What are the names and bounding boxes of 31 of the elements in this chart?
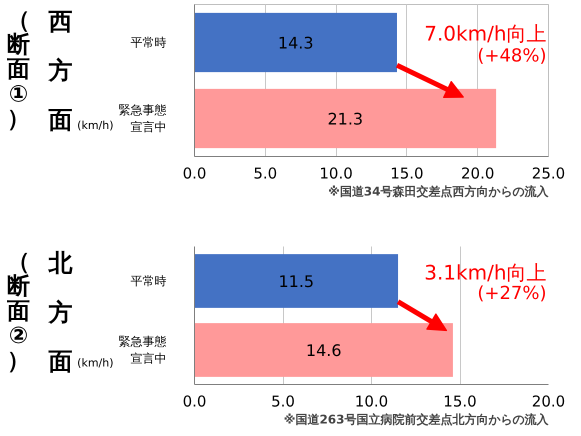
data-label: 11.5 bbox=[278, 272, 314, 291]
text: （断面②） bbox=[6, 249, 30, 374]
text: 北方面 bbox=[48, 249, 74, 376]
text: （断面①） bbox=[6, 7, 30, 132]
x-tick-label: 5.0 bbox=[271, 392, 295, 410]
text: 西方面 bbox=[48, 7, 72, 134]
x-tick-label: 20.0 bbox=[461, 164, 494, 182]
x-tick-label: 25.0 bbox=[532, 164, 566, 182]
annotation: 7.0km/h向上 bbox=[424, 21, 547, 46]
data-label: 21.3 bbox=[327, 110, 364, 128]
x-tick-label: 15.0 bbox=[443, 392, 477, 410]
x-tick-label: 5.0 bbox=[253, 164, 278, 182]
annotation: (+27%) bbox=[477, 282, 547, 304]
text: ※国道34号森田交差点西方向からの流入 bbox=[328, 184, 550, 198]
annotation: 3.1km/h向上 bbox=[424, 260, 547, 285]
annotation: (+48%) bbox=[477, 46, 547, 67]
data-label: 14.3 bbox=[278, 34, 314, 52]
text: ※国道263号国立病院前交差点北方向からの流入 bbox=[284, 412, 550, 426]
x-tick-label: 15.0 bbox=[390, 164, 424, 182]
x-axis-title: (km/h) bbox=[77, 118, 114, 132]
y-tick-label: 緊急事態宣言中 bbox=[118, 334, 166, 366]
y-tick-label: 平常時 bbox=[130, 274, 166, 288]
data-label: 14.6 bbox=[306, 341, 342, 360]
x-axis-title: (km/h) bbox=[77, 356, 114, 370]
x-tick-label: 0.0 bbox=[182, 392, 206, 410]
y-tick-label: 緊急事態宣言中 bbox=[118, 103, 166, 134]
x-tick-label: 20.0 bbox=[532, 392, 566, 410]
x-tick-label: 10.0 bbox=[319, 164, 353, 182]
x-tick-label: 10.0 bbox=[354, 392, 388, 410]
x-tick-label: 0.0 bbox=[182, 164, 206, 182]
y-tick-label: 平常時 bbox=[130, 36, 166, 50]
